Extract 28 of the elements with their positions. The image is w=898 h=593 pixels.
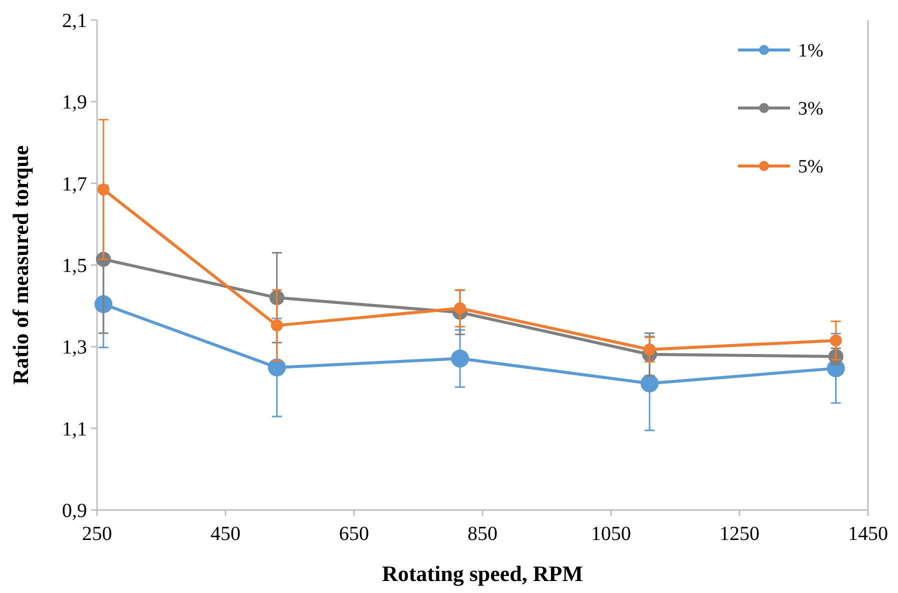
x-tick-label: 250 <box>82 523 112 545</box>
legend-label: 5% <box>798 156 824 178</box>
point <box>454 302 466 314</box>
point <box>451 350 470 368</box>
y-tick-label: 2,1 <box>62 10 87 32</box>
x-tick-label: 650 <box>339 523 369 545</box>
x-tick-label: 1450 <box>848 523 888 545</box>
y-tick-label: 0,9 <box>62 500 87 522</box>
y-axis-title: Ratio of measured torque <box>8 145 33 385</box>
y-tick-label: 1,5 <box>62 255 87 277</box>
legend-label: 1% <box>798 40 824 62</box>
x-tick-label: 1050 <box>591 523 631 545</box>
point <box>97 183 110 196</box>
point <box>268 358 286 376</box>
x-tick-label: 1250 <box>720 523 760 545</box>
x-tick-label: 450 <box>210 523 240 545</box>
point <box>644 344 656 356</box>
x-axis-title: Rotating speed, RPM <box>382 561 584 586</box>
x-tick-label: 850 <box>468 523 498 545</box>
y-tick-label: 1,1 <box>62 418 87 440</box>
point <box>830 334 842 347</box>
point <box>270 319 283 332</box>
y-tick-label: 1,9 <box>62 92 87 114</box>
y-tick-label: 1,7 <box>62 173 87 196</box>
point <box>96 252 111 267</box>
point <box>640 374 659 392</box>
legend-label: 3% <box>798 98 824 120</box>
y-tick-label: 1,3 <box>62 336 87 359</box>
